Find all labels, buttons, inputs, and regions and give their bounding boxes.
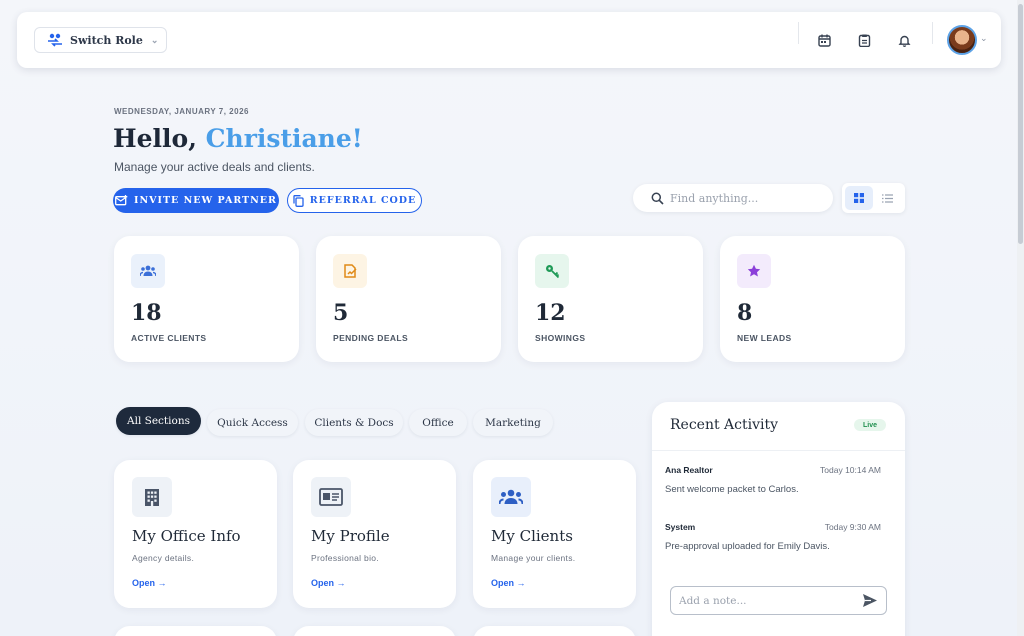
stat-label: SHOWINGS [535, 333, 586, 343]
stat-value: 18 [131, 300, 162, 326]
send-icon[interactable] [862, 593, 878, 613]
note-input[interactable] [679, 594, 854, 607]
invite-partner-label: INVITE NEW PARTNER [134, 195, 277, 206]
recent-activity-panel: Recent Activity Live Ana Realtor Today 1… [652, 402, 905, 636]
stat-label: PENDING DEALS [333, 333, 409, 343]
scrollbar-track[interactable] [1017, 0, 1024, 636]
stat-value: 5 [333, 300, 349, 326]
card-partial[interactable] [114, 626, 277, 636]
activity-item: Ana Realtor Today 10:14 AM Sent welcome … [665, 465, 881, 495]
mail-plus-icon [115, 195, 128, 206]
grid-icon [854, 193, 864, 203]
view-toggle [842, 183, 905, 213]
tab-office[interactable]: Office [409, 409, 467, 436]
open-label: Open [311, 578, 335, 588]
copy-icon [293, 194, 304, 207]
chevron-down-icon[interactable]: ⌄ [980, 33, 988, 43]
stat-card-pending-deals[interactable]: 5 PENDING DEALS [316, 236, 501, 362]
grid-view-button[interactable] [845, 186, 873, 210]
clipboard-icon[interactable] [855, 31, 873, 49]
card-partial[interactable] [473, 626, 636, 636]
card-my-office-info[interactable]: My Office Info Agency details. Open → [114, 460, 277, 608]
activity-item: System Today 9:30 AM Pre-approval upload… [665, 522, 881, 552]
card-partial[interactable] [293, 626, 456, 636]
card-my-clients[interactable]: My Clients Manage your clients. Open → [473, 460, 636, 608]
open-link[interactable]: Open → [491, 578, 526, 588]
scrollbar-thumb[interactable] [1018, 4, 1023, 244]
greeting: Hello, [113, 124, 197, 153]
users-icon [491, 477, 531, 517]
activity-time: Today 10:14 AM [820, 465, 881, 475]
activity-text: Sent welcome packet to Carlos. [665, 484, 799, 495]
note-field[interactable] [670, 586, 887, 615]
tab-clients-docs[interactable]: Clients & Docs [305, 409, 403, 436]
search-icon [651, 192, 664, 205]
id-card-icon [311, 477, 351, 517]
invite-partner-button[interactable]: INVITE NEW PARTNER [113, 188, 279, 213]
page-title: Hello, Christiane! [113, 124, 363, 153]
divider [798, 22, 799, 44]
card-description: Professional bio. [311, 553, 379, 563]
stat-card-new-leads[interactable]: 8 NEW LEADS [720, 236, 905, 362]
switch-role-label: Switch Role [70, 33, 143, 47]
search-bar[interactable] [633, 184, 833, 212]
user-name: Christiane! [205, 124, 363, 153]
card-description: Agency details. [132, 553, 195, 563]
stat-card-active-clients[interactable]: 18 ACTIVE CLIENTS [114, 236, 299, 362]
stat-card-showings[interactable]: 12 SHOWINGS [518, 236, 703, 362]
card-my-profile[interactable]: My Profile Professional bio. Open → [293, 460, 456, 608]
activity-author: System [665, 522, 696, 532]
building-icon [132, 477, 172, 517]
open-link[interactable]: Open → [132, 578, 167, 588]
tab-marketing[interactable]: Marketing [473, 409, 553, 436]
arrow-right-icon: → [336, 578, 346, 588]
card-title: My Profile [311, 527, 390, 545]
page-subtitle: Manage your active deals and clients. [114, 160, 315, 174]
list-view-button[interactable] [873, 186, 901, 210]
arrow-right-icon: → [516, 578, 526, 588]
open-label: Open [132, 578, 156, 588]
card-title: My Office Info [132, 527, 241, 545]
divider [652, 450, 905, 451]
divider [932, 22, 933, 44]
card-title: My Clients [491, 527, 573, 545]
search-input[interactable] [670, 191, 820, 205]
top-bar: Switch Role ⌄ ⌄ [17, 12, 1001, 68]
open-label: Open [491, 578, 515, 588]
calendar-icon[interactable] [815, 31, 833, 49]
tab-all-sections[interactable]: All Sections [116, 407, 201, 435]
open-link[interactable]: Open → [311, 578, 346, 588]
stat-value: 8 [737, 300, 753, 326]
panel-title: Recent Activity [670, 417, 779, 433]
switch-role-icon [48, 33, 62, 47]
bell-icon[interactable] [895, 31, 913, 49]
contract-icon [333, 254, 367, 288]
switch-role-button[interactable]: Switch Role ⌄ [34, 27, 167, 53]
avatar[interactable] [947, 25, 977, 55]
stat-label: ACTIVE CLIENTS [131, 333, 207, 343]
referral-code-button[interactable]: REFERRAL CODE [287, 188, 422, 213]
users-icon [131, 254, 165, 288]
referral-code-label: REFERRAL CODE [309, 195, 417, 206]
current-date: WEDNESDAY, JANUARY 7, 2026 [114, 107, 249, 116]
card-description: Manage your clients. [491, 553, 576, 563]
chevron-down-icon: ⌄ [150, 34, 159, 45]
activity-time: Today 9:30 AM [824, 522, 881, 532]
star-icon [737, 254, 771, 288]
arrow-right-icon: → [157, 578, 167, 588]
stat-label: NEW LEADS [737, 333, 792, 343]
tab-quick-access[interactable]: Quick Access [207, 409, 298, 436]
activity-text: Pre-approval uploaded for Emily Davis. [665, 541, 830, 552]
activity-author: Ana Realtor [665, 465, 713, 475]
list-icon [881, 193, 893, 203]
stat-value: 12 [535, 300, 566, 326]
live-badge: Live [854, 419, 886, 431]
key-icon [535, 254, 569, 288]
